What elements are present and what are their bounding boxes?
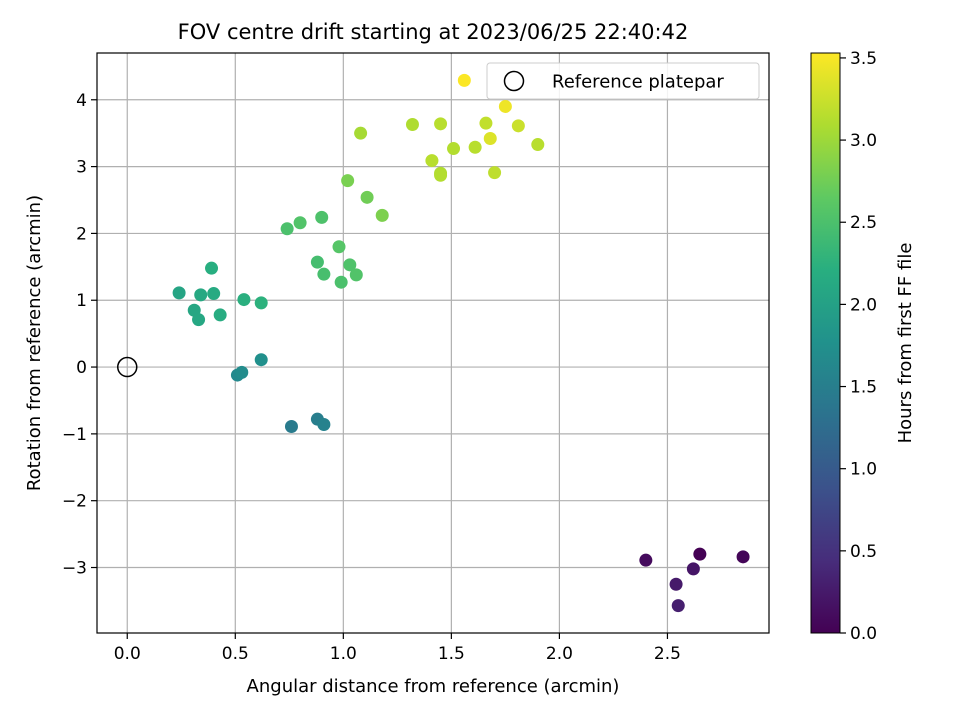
reference-platepar-marker <box>117 356 138 378</box>
colorbar-tick-label: 2.5 <box>850 213 877 233</box>
data-point <box>686 562 700 576</box>
x-axis-ticks: 0.0 0.5 1.0 1.5 2.0 2.5 <box>114 633 681 664</box>
x-axis-label: Angular distance from reference (arcmin) <box>247 676 620 697</box>
x-tick-label: 1.0 <box>330 644 357 664</box>
data-point <box>213 308 227 322</box>
legend: Reference platepar <box>486 62 760 100</box>
colorbar-label: Hours from first FF file <box>895 243 916 444</box>
colorbar: 0.0 0.5 1.0 1.5 2.0 2.5 3.0 3.5 Hours from firs… <box>810 49 916 644</box>
data-point <box>468 140 482 154</box>
data-point <box>483 132 497 146</box>
y-tick-label: 1 <box>76 291 87 311</box>
y-tick-label: 0 <box>76 358 87 378</box>
grid <box>97 53 769 633</box>
data-point <box>360 190 374 204</box>
data-point <box>736 550 750 564</box>
legend-marker-reference <box>503 70 525 92</box>
colorbar-tick-label: 3.0 <box>850 131 877 151</box>
colorbar-tick-label: 0.5 <box>850 542 877 562</box>
data-point <box>447 142 461 156</box>
y-axis-ticks: −3 −2 −1 0 1 2 3 4 <box>62 91 97 579</box>
data-point <box>457 73 471 87</box>
data-point <box>194 288 208 302</box>
colorbar-tick-label: 2.0 <box>850 295 877 315</box>
legend-box <box>486 62 760 100</box>
x-tick-label: 2.5 <box>654 644 681 664</box>
y-tick-label: 3 <box>76 158 87 178</box>
colorbar-ticks: 0.0 0.5 1.0 1.5 2.0 2.5 3.0 3.5 <box>840 49 877 644</box>
data-point <box>317 418 331 432</box>
data-point <box>671 599 685 613</box>
data-point <box>639 553 653 567</box>
data-point <box>172 286 186 300</box>
data-point <box>332 240 346 254</box>
y-tick-label: −3 <box>62 559 87 579</box>
reference-marker-layer <box>117 356 138 378</box>
x-tick-label: 0.0 <box>114 644 141 664</box>
plot-frame <box>96 52 770 634</box>
x-tick-label: 1.5 <box>438 644 465 664</box>
data-point <box>434 117 448 131</box>
data-point <box>343 258 357 272</box>
data-point <box>192 313 206 327</box>
data-point <box>207 287 221 301</box>
data-point <box>479 116 493 130</box>
y-tick-label: −2 <box>62 492 87 512</box>
data-point <box>237 293 251 307</box>
x-tick-label: 2.0 <box>546 644 573 664</box>
data-point <box>375 208 389 222</box>
data-point <box>334 275 348 289</box>
data-point <box>310 255 324 269</box>
data-point <box>354 126 368 140</box>
legend-label-reference: Reference platepar <box>552 72 724 93</box>
chart-title: FOV centre drift starting at 2023/06/25 … <box>178 20 689 44</box>
data-point <box>669 577 683 591</box>
data-point <box>254 296 268 310</box>
x-tick-label: 0.5 <box>222 644 249 664</box>
data-point <box>349 268 363 282</box>
data-point <box>511 119 525 133</box>
data-point <box>293 216 307 230</box>
data-point <box>488 166 502 180</box>
y-tick-label: 2 <box>76 224 87 244</box>
data-point <box>405 117 419 131</box>
data-point <box>693 547 707 561</box>
data-point <box>205 261 219 275</box>
y-tick-label: 4 <box>76 91 87 111</box>
colorbar-tick-label: 1.0 <box>850 460 877 480</box>
colorbar-tick-label: 0.0 <box>850 624 877 644</box>
data-points <box>172 73 750 613</box>
data-point <box>498 99 512 113</box>
data-point <box>425 154 439 168</box>
data-point <box>315 210 329 224</box>
data-point <box>235 365 249 379</box>
data-point <box>341 174 355 188</box>
data-point <box>531 138 545 152</box>
data-point <box>317 267 331 281</box>
data-point <box>284 420 298 434</box>
colorbar-tick-label: 1.5 <box>850 378 877 398</box>
y-tick-label: −1 <box>62 425 87 445</box>
data-point <box>434 168 448 182</box>
colorbar-gradient <box>810 52 841 634</box>
colorbar-tick-label: 3.5 <box>850 49 877 69</box>
y-axis-label: Rotation from reference (arcmin) <box>24 195 45 491</box>
data-point <box>280 222 294 236</box>
data-point <box>254 353 268 367</box>
